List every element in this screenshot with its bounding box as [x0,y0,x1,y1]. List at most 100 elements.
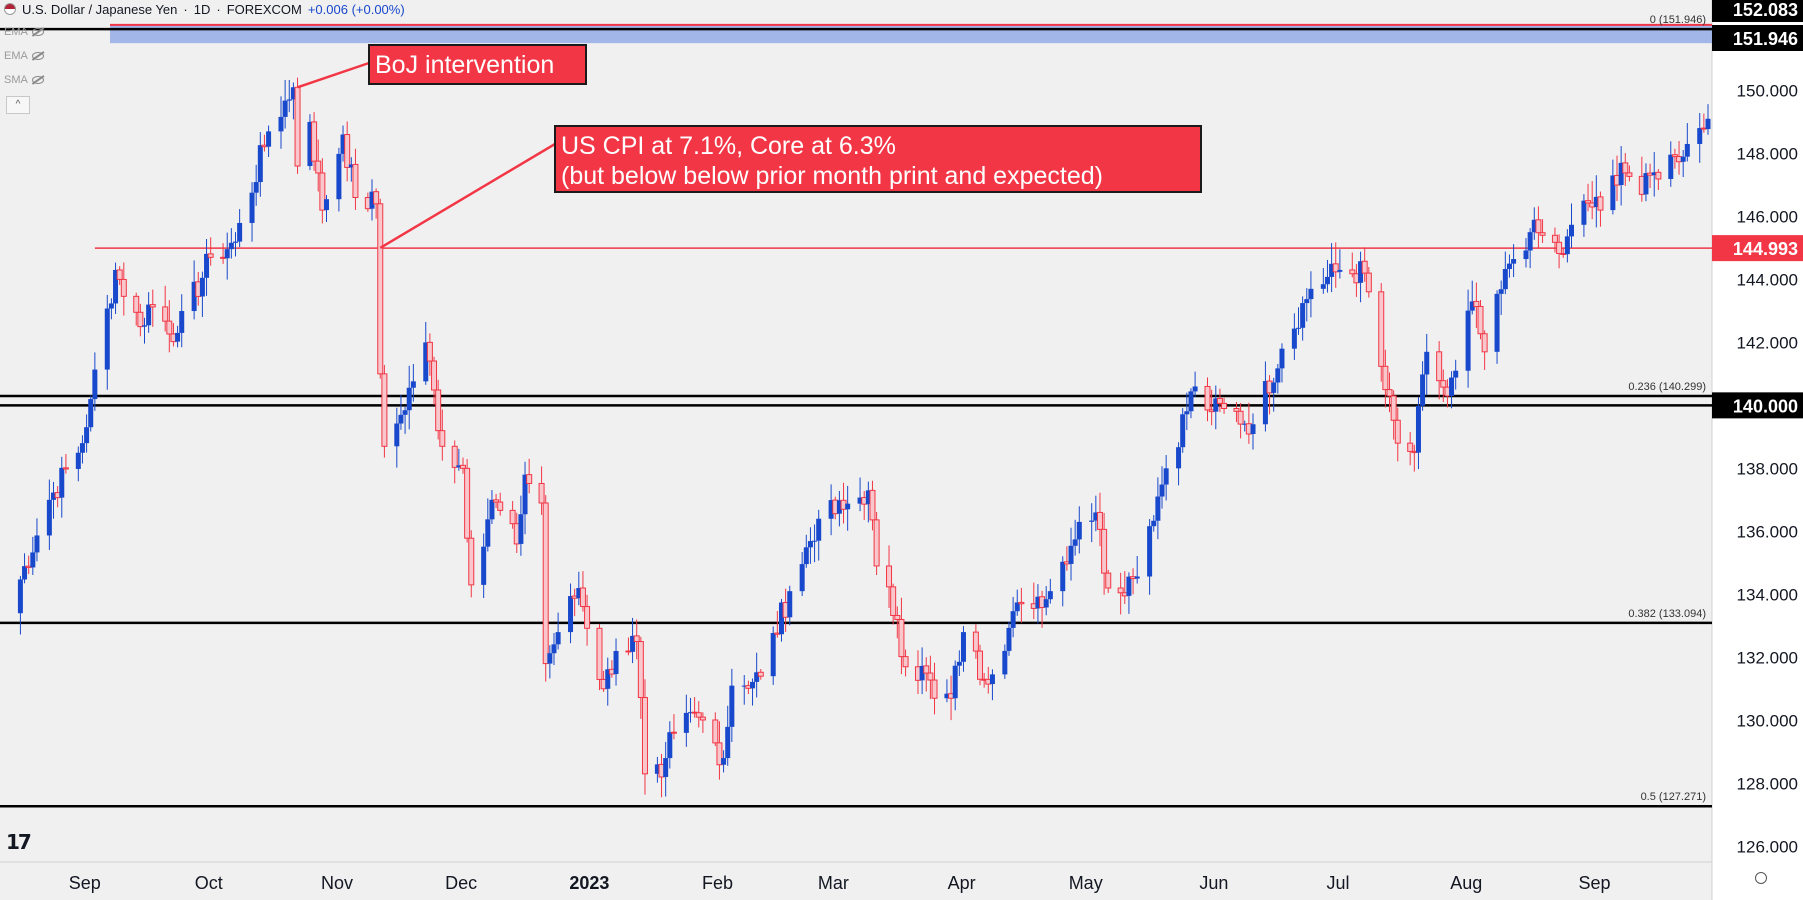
candle-body [493,499,500,503]
price-axis-background [1712,0,1803,900]
annotation-box-1 [554,125,1202,193]
y-tick-label-8: 134.000 [1737,585,1798,604]
candle-body [1436,351,1443,382]
candle-body [770,633,776,677]
candle-body [960,632,966,662]
candle-body [489,499,495,520]
candle-body [1188,391,1194,412]
candle-body [1010,611,1016,628]
candle-body [1184,411,1190,415]
candle-body [307,121,313,167]
candle-body [972,631,979,652]
candle-body [526,474,533,484]
candle-body [1332,263,1339,273]
candle-body [1424,351,1430,375]
candle-body [1684,143,1690,157]
candle-body [249,192,255,223]
x-tick-label-0: Sep [69,873,101,893]
candle-body [1697,128,1703,144]
candle-body [1275,368,1281,383]
candle-body [497,501,504,511]
candle-body [1569,224,1575,237]
candle-body [319,172,326,211]
candle-body [547,653,553,664]
candle-body [50,492,56,500]
candle-body [956,661,962,666]
candle-body [104,308,110,370]
candle-body [1477,305,1484,335]
x-tick-label-10: Jul [1327,873,1350,893]
candle-body [667,732,673,759]
candle-body [654,764,660,774]
indicator-ema-1[interactable]: EMA [4,26,44,38]
collapse-indicators-button[interactable]: ^ [6,96,30,114]
candle-body [687,712,693,714]
candle-body [845,503,851,510]
candle-body [75,452,81,469]
candle-body [1006,627,1012,651]
candle-body [88,399,94,428]
candle-body [1134,576,1140,579]
candle-body [989,674,995,685]
candle-body [1233,408,1240,412]
candle-body [803,547,809,565]
candle-body [890,586,897,616]
timeframe[interactable]: 1D [193,1,211,17]
y-tick-label-7: 136.000 [1737,522,1798,541]
eye-off-icon[interactable] [31,28,44,36]
indicator-label: SMA [4,74,28,86]
candle-body [641,697,648,775]
y-tick-label-6: 138.000 [1737,459,1798,478]
candle-body [46,499,52,536]
candle-body [1329,263,1335,277]
candle-body [663,758,669,777]
candle-body [1304,299,1310,304]
candle-body [179,311,185,333]
fib-label-2: 0.382 (133.094) [1628,608,1706,620]
candle-body [1585,200,1592,204]
indicator-label: EMA [4,26,28,38]
candle-body [394,423,400,447]
x-tick-label-2: Nov [321,873,353,893]
candle-body [1498,289,1504,294]
tradingview-logo: 17 [6,830,32,854]
settings-gear-icon[interactable] [1755,872,1767,884]
y-tick-label-0: 150.000 [1737,81,1798,100]
candle-body [1250,424,1256,434]
eye-off-icon[interactable] [31,76,44,84]
candle-body [1242,423,1248,425]
candle-body [1076,521,1082,540]
indicator-ema-2[interactable]: EMA [4,50,44,62]
candle-body [323,199,329,211]
candle-body [1386,389,1393,397]
eye-off-icon[interactable] [31,52,44,60]
candle-body [266,131,272,147]
candle-body [120,278,127,297]
candle-body [369,191,375,209]
candle-body [59,467,65,498]
candle-body [1361,260,1368,274]
indicator-sma[interactable]: SMA [4,74,44,86]
x-tick-label-3: Dec [445,873,477,893]
candle-body [828,500,834,519]
candle-body [1180,414,1186,448]
y-tick-label-10: 130.000 [1737,711,1798,730]
candle-body [1262,381,1268,425]
fib-label-3: 0.5 (127.271) [1641,791,1706,803]
candle-body [30,552,36,568]
y-tick-label-9: 132.000 [1737,648,1798,667]
candle-body [224,249,230,259]
candle-body [1618,162,1624,186]
x-tick-label-12: Sep [1578,873,1610,893]
candle-body [199,277,205,297]
candle-body [812,540,818,542]
candle-body [1002,650,1008,675]
candle-body [340,134,346,154]
candle-body [1151,520,1157,527]
candle-body [439,430,446,447]
symbol-name[interactable]: U.S. Dollar / Japanese Yen [22,1,178,17]
candle-body [630,635,636,652]
candle-body [721,758,727,765]
candle-body [1365,272,1372,293]
